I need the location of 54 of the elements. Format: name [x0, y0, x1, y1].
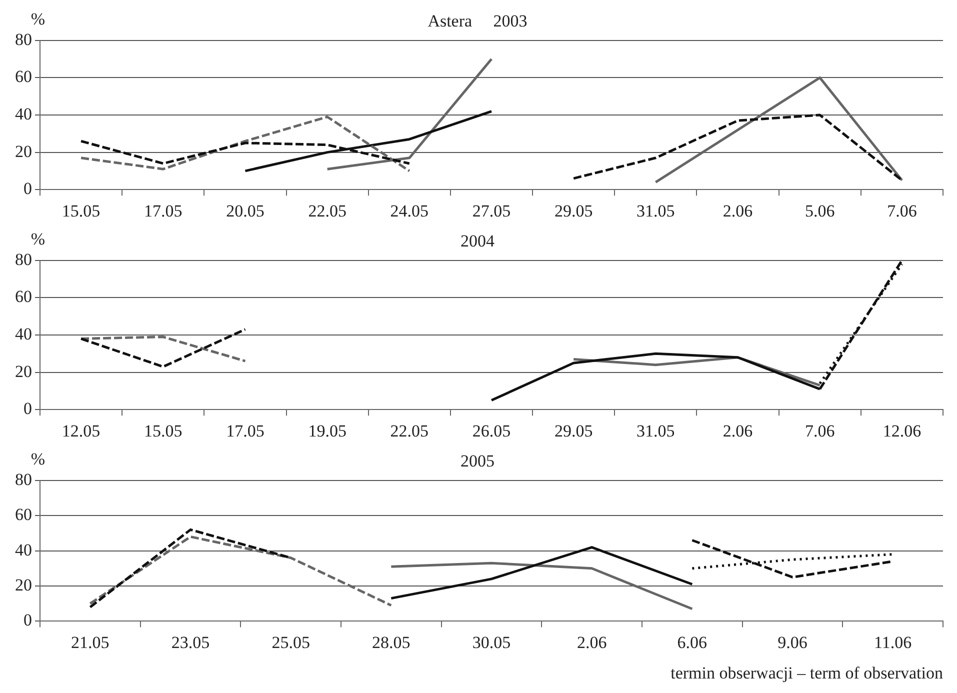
x-tick-label: 15.05: [144, 421, 182, 440]
x-tick-label: 31.05: [636, 421, 675, 440]
x-tick-label: 29.05: [554, 201, 593, 220]
x-tick-label: 7.06: [887, 201, 917, 220]
x-tick-label: 17.05: [144, 201, 182, 220]
chart-title: 2005: [460, 452, 494, 471]
y-tick-label: 40: [15, 540, 32, 560]
y-axis-title: %: [30, 449, 46, 468]
x-tick-label: 26.05: [472, 421, 511, 440]
x-tick-label: 25.05: [272, 632, 310, 652]
y-tick-label: 80: [15, 250, 32, 269]
x-tick-label: 28.05: [372, 632, 410, 652]
y-tick-label: 80: [15, 30, 32, 49]
x-tick-label: 24.05: [390, 201, 429, 220]
x-tick-label: 21.05: [71, 632, 110, 652]
x-tick-label: 15.05: [62, 201, 100, 220]
line-series: [88, 535, 392, 607]
y-tick-label: 40: [15, 104, 32, 124]
x-tick-label: 7.06: [804, 421, 835, 440]
y-tick-label: 80: [15, 470, 32, 489]
y-axis-title: %: [30, 9, 46, 28]
x-tick-label: 19.05: [308, 421, 346, 440]
x-axis-title: termin obserwacji – term of observation: [670, 663, 944, 682]
x-tick-label: 27.05: [472, 201, 511, 220]
y-tick-label: 60: [15, 287, 32, 306]
x-tick-label: 30.05: [472, 632, 511, 652]
y-tick-label: 0: [24, 179, 32, 198]
y-tick-label: 20: [15, 362, 32, 381]
y-tick-label: 20: [15, 142, 32, 161]
x-tick-label: 9.06: [778, 632, 808, 652]
x-tick-label: 22.05: [390, 421, 429, 440]
chart-title: Astera 2003: [428, 12, 528, 31]
x-tick-label: 2.06: [722, 421, 753, 440]
x-tick-label: 12.05: [62, 421, 100, 440]
y-tick-label: 0: [24, 399, 32, 418]
x-tick-label: 2.06: [722, 201, 753, 220]
y-tick-label: 20: [15, 575, 32, 594]
x-tick-label: 6.06: [677, 632, 708, 652]
x-tick-label: 17.05: [226, 421, 264, 440]
x-tick-label: 29.05: [554, 421, 593, 440]
x-tick-label: 23.05: [171, 632, 210, 652]
y-tick-label: 60: [15, 67, 32, 86]
x-tick-label: 12.06: [882, 421, 922, 440]
x-tick-label: 31.05: [636, 201, 675, 220]
x-tick-label: 11.06: [874, 632, 912, 652]
chart-title: 2004: [460, 232, 495, 251]
x-tick-label: 20.05: [226, 201, 264, 220]
y-axis-title: %: [30, 229, 46, 248]
x-tick-label: 5.06: [804, 201, 835, 220]
x-tick-label: 22.05: [308, 201, 346, 220]
x-tick-label: 2.06: [576, 632, 607, 652]
y-tick-label: 40: [15, 324, 32, 344]
y-tick-label: 0: [24, 610, 32, 630]
y-tick-label: 60: [15, 505, 32, 524]
